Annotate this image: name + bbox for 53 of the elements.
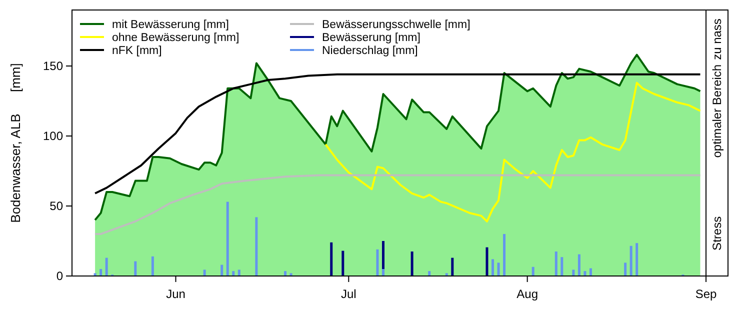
bar [554, 252, 558, 276]
bar [636, 243, 638, 276]
bar [232, 271, 235, 276]
bar [572, 270, 575, 276]
bar [376, 249, 379, 276]
bar [105, 258, 108, 276]
bar [486, 247, 488, 276]
text: Stress [710, 216, 724, 250]
bar [497, 262, 500, 276]
bar [342, 250, 344, 276]
line-series [324, 82, 702, 222]
bar [491, 259, 494, 276]
y-tick-label: 100 [42, 129, 64, 144]
bar [560, 257, 564, 276]
bar [532, 266, 534, 276]
line-series [94, 174, 702, 235]
bar [100, 269, 102, 276]
bar [428, 271, 431, 276]
line-series [94, 73, 702, 194]
bar [226, 202, 229, 276]
x-tick-label: Sep [695, 287, 717, 301]
bar [284, 271, 287, 276]
legend-label: Niederschlag [mm] [322, 45, 418, 58]
legend-label: nFK [mm] [112, 45, 162, 58]
bar [624, 262, 627, 276]
bar [151, 256, 154, 276]
text: optimaler Bereich [710, 64, 724, 158]
legend-label: Bewässerung [mm] [322, 32, 420, 44]
bar [589, 268, 592, 276]
x-tick-label: Jun [166, 287, 186, 301]
y-tick-label: 150 [42, 59, 64, 74]
y-tick-label: 50 [50, 199, 64, 214]
bar [630, 246, 632, 276]
x-tick-label: Jul [340, 287, 356, 301]
bar [503, 234, 506, 276]
legend-label: ohne Bewässerung [mm] [112, 32, 240, 44]
bar [220, 264, 224, 276]
bar [578, 254, 580, 276]
bar [238, 270, 240, 276]
bar [410, 252, 414, 276]
bar [330, 242, 333, 276]
bar [255, 217, 258, 276]
legend-label: Bewässerungsschwelle [mm] [322, 19, 470, 32]
bar [584, 271, 586, 276]
bar [203, 270, 206, 276]
x-tick-label: Aug [516, 287, 538, 301]
bar [134, 261, 137, 276]
text: zu nass [710, 18, 724, 60]
y-axis-title: Bodenwasser, ALB [mm] [8, 63, 23, 223]
bar [451, 258, 454, 276]
legend-label: mit Bewässerung [mm] [112, 19, 229, 32]
bar [382, 269, 384, 276]
y-tick-label: 0 [56, 269, 64, 284]
